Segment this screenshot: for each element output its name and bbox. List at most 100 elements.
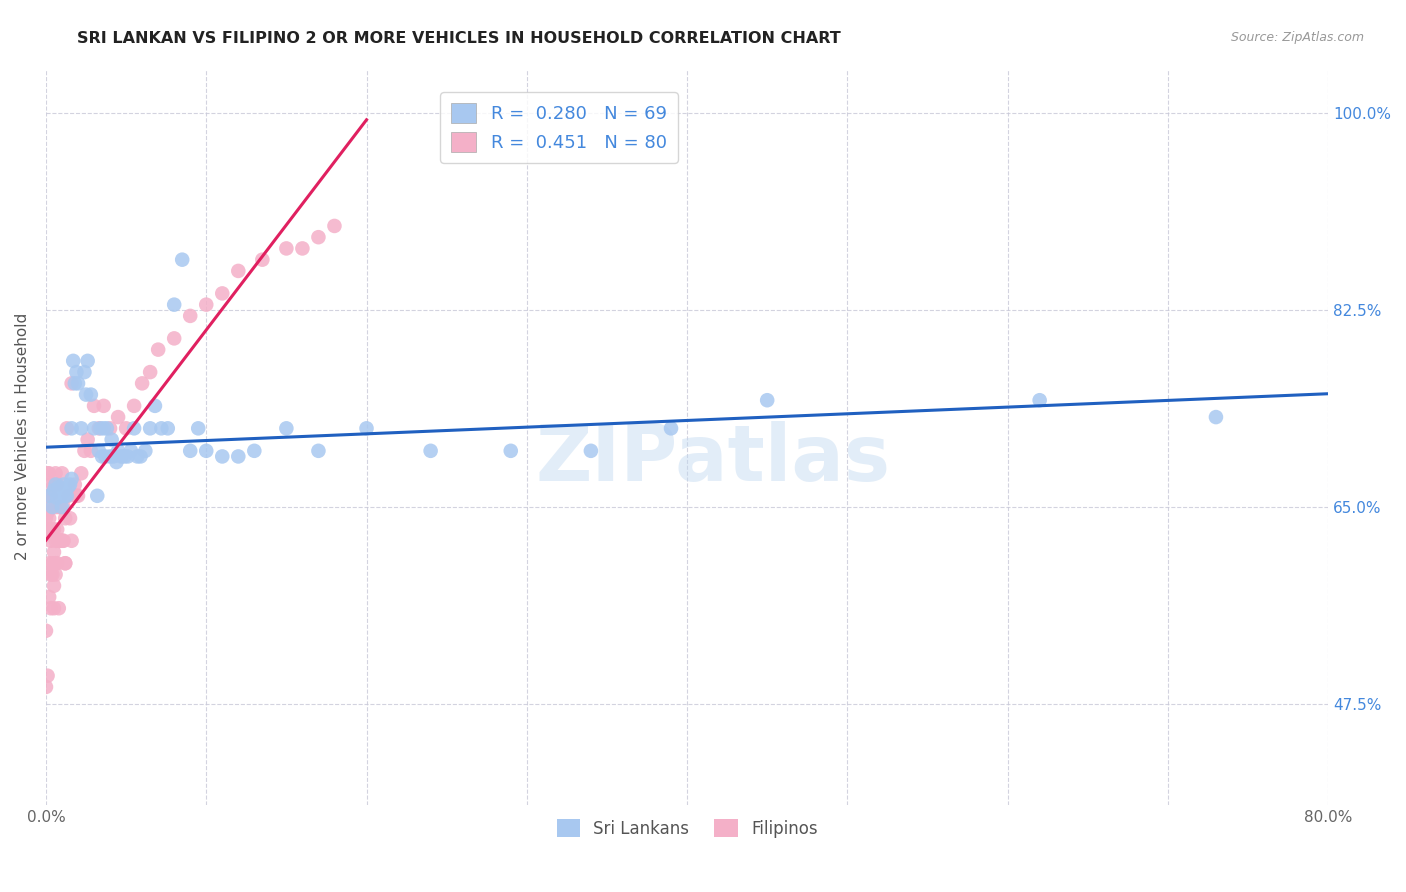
Point [93, 421, 115, 435]
Point [35, 528, 58, 542]
Point [58, 480, 80, 494]
Point [172, 252, 194, 267]
Point [83, 399, 105, 413]
Point [83, 421, 105, 435]
Point [56, 421, 79, 435]
Point [70, 421, 93, 435]
Point [42, 601, 65, 615]
Point [37, 669, 59, 683]
Point [52, 533, 75, 548]
Point [37, 506, 59, 520]
Point [46, 523, 69, 537]
Point [60, 472, 83, 486]
Point [42, 477, 65, 491]
Point [211, 286, 233, 301]
Point [179, 309, 201, 323]
Point [51, 533, 73, 548]
Point [62, 354, 84, 368]
Point [129, 450, 152, 464]
Point [122, 421, 145, 435]
Point [45, 567, 67, 582]
Point [38, 511, 60, 525]
Point [49, 489, 72, 503]
Point [38, 556, 60, 570]
Point [93, 399, 115, 413]
Point [41, 556, 63, 570]
Point [63, 376, 86, 391]
Point [39, 489, 62, 503]
Point [1205, 410, 1227, 425]
Point [65, 489, 87, 503]
Point [114, 450, 136, 464]
Point [51, 467, 73, 481]
Point [35, 624, 58, 638]
Point [419, 443, 441, 458]
Point [59, 477, 82, 491]
Point [39, 500, 62, 514]
Point [46, 491, 69, 505]
Point [143, 399, 166, 413]
Point [42, 523, 65, 537]
Point [41, 500, 63, 514]
Point [38, 467, 60, 481]
Point [73, 443, 96, 458]
Point [87, 443, 110, 458]
Point [356, 421, 378, 435]
Point [86, 489, 108, 503]
Point [38, 590, 60, 604]
Point [52, 477, 75, 491]
Point [48, 480, 70, 494]
Point [156, 421, 179, 435]
Point [42, 545, 65, 559]
Point [73, 365, 96, 379]
Point [89, 421, 111, 435]
Point [163, 331, 186, 345]
Point [42, 483, 65, 498]
Point [37, 467, 59, 481]
Point [187, 421, 209, 435]
Point [53, 556, 76, 570]
Point [75, 387, 97, 401]
Point [39, 567, 62, 582]
Point [307, 230, 329, 244]
Point [103, 450, 125, 464]
Point [66, 376, 89, 391]
Point [291, 242, 314, 256]
Point [58, 489, 80, 503]
Point [65, 365, 87, 379]
Point [80, 387, 103, 401]
Point [45, 500, 67, 514]
Point [53, 556, 76, 570]
Point [38, 489, 60, 503]
Point [276, 242, 298, 256]
Point [46, 477, 69, 491]
Point [53, 489, 76, 503]
Point [756, 393, 779, 408]
Legend: Sri Lankans, Filipinos: Sri Lankans, Filipinos [550, 813, 824, 845]
Point [131, 376, 153, 391]
Point [211, 450, 233, 464]
Point [179, 443, 201, 458]
Point [107, 410, 129, 425]
Point [150, 421, 173, 435]
Point [60, 421, 83, 435]
Point [139, 421, 162, 435]
Point [195, 443, 218, 458]
Point [60, 376, 83, 391]
Point [39, 601, 62, 615]
Point [499, 443, 522, 458]
Text: Source: ZipAtlas.com: Source: ZipAtlas.com [1230, 31, 1364, 45]
Point [41, 567, 63, 582]
Point [48, 601, 70, 615]
Point [51, 500, 73, 514]
Point [94, 450, 117, 464]
Point [195, 298, 218, 312]
Point [53, 511, 76, 525]
Point [37, 489, 59, 503]
Point [70, 467, 93, 481]
Point [59, 511, 82, 525]
Point [98, 421, 121, 435]
Point [1028, 393, 1050, 408]
Point [76, 433, 98, 447]
Point [52, 500, 75, 514]
